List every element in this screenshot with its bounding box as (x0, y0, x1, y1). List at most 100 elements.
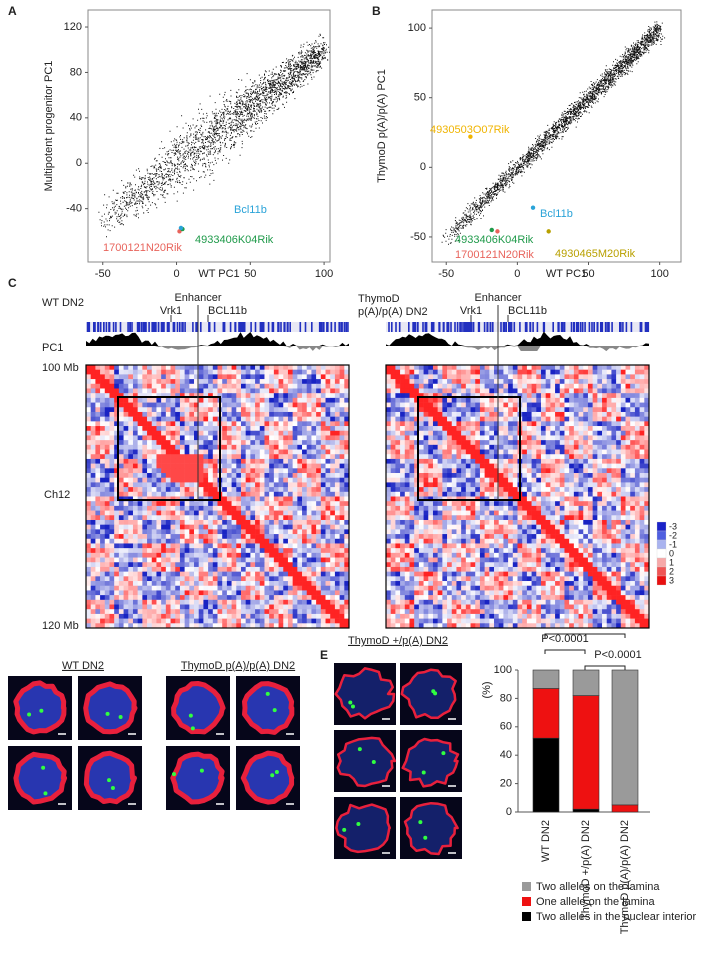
heatmap-cell (222, 538, 228, 544)
heatmap-cell (400, 365, 406, 370)
heatmap-cell (194, 562, 200, 568)
heatmap-cell (386, 430, 391, 436)
heatmap-cell (334, 426, 340, 432)
heatmap-cell (479, 482, 485, 488)
heatmap-cell (461, 449, 467, 455)
heatmap-cell (203, 515, 209, 521)
heatmap-cell (404, 388, 410, 394)
heatmap-cell (109, 543, 115, 549)
heatmap-cell (278, 519, 284, 525)
heatmap-cell (578, 463, 584, 469)
heatmap-cell (109, 519, 115, 525)
heatmap-cell (278, 618, 284, 624)
heatmap-cell (165, 365, 171, 370)
heatmap-cell (264, 458, 270, 464)
heatmap-cell (592, 365, 598, 370)
heatmap-cell (409, 487, 415, 493)
heatmap-cell (451, 458, 457, 464)
heatmap-cell (179, 576, 185, 582)
heatmap-cell (494, 407, 500, 413)
heatmap-cell (250, 496, 256, 502)
heatmap-cell (198, 524, 204, 530)
heatmap-cell (137, 473, 143, 479)
heatmap-cell (100, 613, 106, 619)
heatmap-cell (132, 430, 138, 436)
heatmap-cell (198, 505, 204, 511)
x-tick-label: 0 (173, 268, 179, 280)
heatmap-cell (132, 397, 138, 403)
heatmap-cell (137, 548, 143, 554)
heatmap-cell (404, 440, 410, 446)
heatmap-cell (630, 444, 636, 450)
heatmap-cell (189, 618, 195, 624)
heatmap-cell (573, 393, 579, 399)
heatmap-cell (184, 379, 190, 385)
heatmap-cell (203, 557, 209, 563)
heatmap-cell (616, 468, 622, 474)
heatmap-cell (104, 449, 110, 455)
heatmap-cell (592, 430, 598, 436)
heatmap-cell (287, 613, 293, 619)
heatmap-cell (179, 566, 185, 572)
heatmap-cell (287, 515, 293, 521)
heatmap-cell (118, 468, 124, 474)
heatmap-cell (240, 468, 246, 474)
enhancer-label: Enhancer (174, 292, 221, 304)
heatmap-cell (437, 458, 443, 464)
heatmap-cell (212, 365, 218, 370)
heatmap-cell (132, 618, 138, 624)
heatmap-cell (109, 473, 115, 479)
heatmap-cell (620, 440, 626, 446)
heatmap-cell (465, 421, 471, 427)
heatmap-cell (128, 458, 134, 464)
heatmap-cell (465, 477, 471, 483)
heatmap-cell (86, 440, 91, 446)
heatmap-cell (587, 440, 593, 446)
heatmap-cell (316, 397, 322, 403)
heatmap-cell (255, 534, 261, 540)
heatmap-cell (269, 548, 275, 554)
heatmap-cell (494, 397, 500, 403)
heatmap-cell (283, 590, 289, 596)
heatmap-cell (273, 585, 279, 591)
heatmap-cell (306, 519, 312, 525)
heatmap-cell (330, 529, 336, 535)
heatmap-cell (531, 463, 537, 469)
heatmap-cell (100, 482, 106, 488)
heatmap-cell (475, 501, 481, 507)
heatmap-cell (147, 468, 153, 474)
heatmap-cell (344, 515, 350, 521)
heatmap-cell (231, 473, 237, 479)
heatmap-cell (540, 383, 546, 389)
heatmap-cell (498, 440, 504, 446)
heatmap-cell (334, 505, 340, 511)
heatmap-cell (147, 623, 153, 629)
heatmap-cell (475, 374, 481, 380)
heatmap-cell (292, 529, 298, 535)
heatmap-cell (630, 411, 636, 417)
heatmap-cell (264, 444, 270, 450)
heatmap-cell (86, 548, 91, 554)
heatmap-cell (418, 477, 424, 483)
heatmap-cell (118, 543, 124, 549)
heatmap-cell (555, 477, 561, 483)
heatmap-cell (545, 444, 551, 450)
heatmap-cell (109, 505, 115, 511)
heatmap-cell (592, 454, 598, 460)
heatmap-cell (297, 435, 303, 441)
heatmap-cell (625, 374, 631, 380)
heatmap-cell (255, 440, 261, 446)
heatmap-cell (330, 444, 336, 450)
heatmap-cell (587, 430, 593, 436)
heatmap-cell (95, 599, 101, 605)
heatmap-cell (616, 393, 622, 399)
heatmap-cell (269, 515, 275, 521)
heatmap-cell (330, 463, 336, 469)
heatmap-cell (292, 402, 298, 408)
heatmap-cell (137, 397, 143, 403)
heatmap-cell (212, 477, 218, 483)
heatmap-cell (194, 519, 200, 525)
heatmap-cell (414, 421, 420, 427)
heatmap-cell (536, 501, 542, 507)
heatmap-cell (283, 473, 289, 479)
